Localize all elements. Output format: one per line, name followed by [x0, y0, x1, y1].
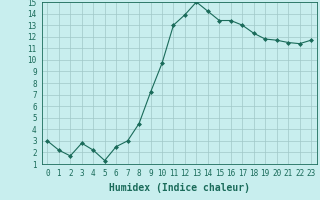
- X-axis label: Humidex (Indice chaleur): Humidex (Indice chaleur): [109, 183, 250, 193]
